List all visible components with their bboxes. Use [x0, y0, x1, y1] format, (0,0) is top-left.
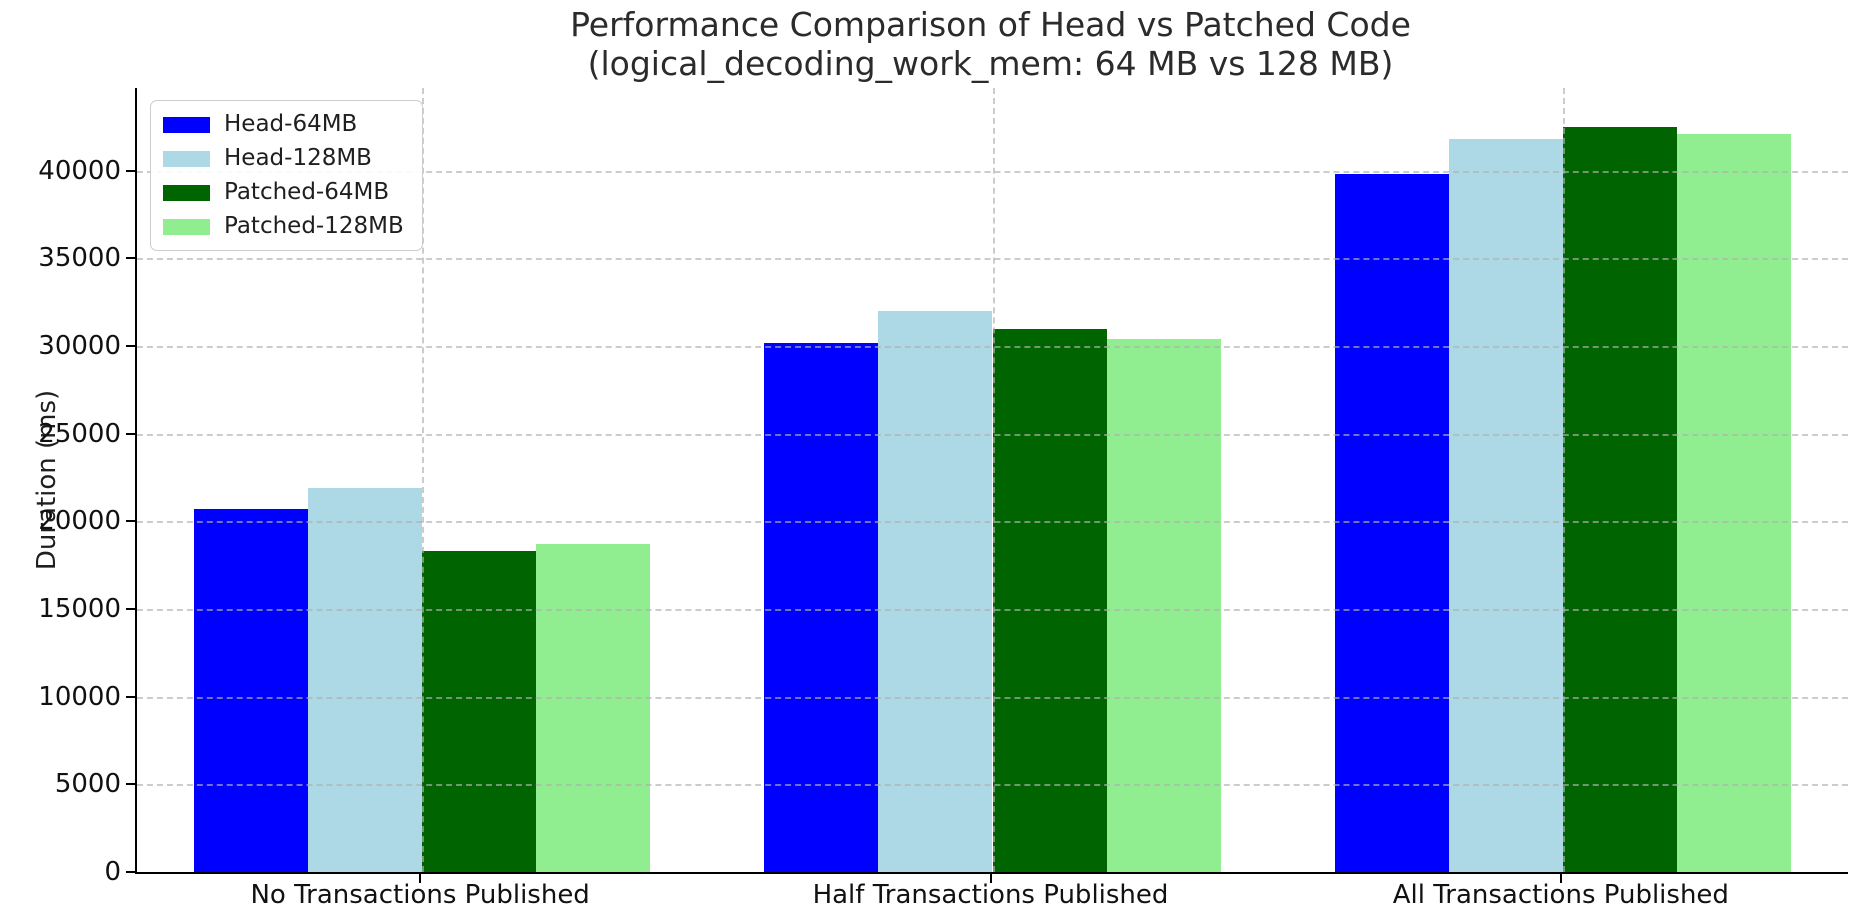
legend-label-head-128mb: Head-128MB — [224, 145, 372, 171]
y-tick-label-10000: 10000 — [38, 681, 121, 712]
y-tick-40000 — [126, 169, 135, 172]
y-tick-label-30000: 30000 — [38, 331, 121, 362]
bar-head-64mb-group2 — [764, 342, 879, 872]
x-tick-label-group1: No Transactions Published — [250, 880, 590, 910]
legend-item-head-128mb: Head-128MB — [163, 145, 404, 172]
legend-swatch-patched-64mb — [163, 184, 210, 201]
y-tick-label-5000: 5000 — [54, 769, 121, 800]
y-tick-30000 — [126, 345, 135, 348]
chart-title: Performance Comparison of Head vs Patche… — [135, 5, 1846, 83]
y-tick-5000 — [126, 783, 135, 786]
legend-swatch-head-64mb — [163, 116, 210, 133]
y-tick-0 — [126, 871, 135, 873]
y-axis-label: Duration (ms) — [32, 389, 62, 571]
bar-head-64mb-group1 — [194, 509, 309, 872]
legend: Head-64MB Head-128MB Patched-64MB Patched-1… — [150, 100, 423, 251]
bar-patched-64mb-group2 — [992, 328, 1107, 872]
y-tick-label-25000: 25000 — [38, 418, 121, 449]
y-tick-label-20000: 20000 — [38, 506, 121, 537]
bar-patched-128mb-group3 — [1676, 133, 1791, 872]
bar-patched-128mb-group2 — [1106, 339, 1221, 872]
bar-head-64mb-group3 — [1334, 174, 1449, 872]
legend-item-patched-128mb: Patched-128MB — [163, 213, 404, 240]
legend-label-head-64mb: Head-64MB — [224, 111, 358, 137]
y-tick-35000 — [126, 257, 135, 260]
y-tick-label-40000: 40000 — [38, 155, 121, 186]
bar-head-128mb-group2 — [878, 311, 993, 872]
y-tick-25000 — [126, 432, 135, 435]
y-tick-20000 — [126, 520, 135, 523]
bar-head-128mb-group3 — [1448, 139, 1563, 872]
legend-label-patched-128mb: Patched-128MB — [224, 213, 404, 239]
y-tick-label-35000: 35000 — [38, 243, 121, 274]
legend-swatch-head-128mb — [163, 150, 210, 167]
bar-patched-64mb-group3 — [1562, 126, 1677, 872]
legend-label-patched-64mb: Patched-64MB — [224, 179, 390, 205]
chart-title-line2: (logical_decoding_work_mem: 64 MB vs 128… — [587, 44, 1394, 83]
y-tick-label-15000: 15000 — [38, 594, 121, 625]
x-tick-group1 — [419, 874, 422, 883]
bar-head-128mb-group1 — [308, 488, 423, 872]
y-tick-15000 — [126, 608, 135, 611]
y-tick-label-0: 0 — [104, 857, 121, 887]
x-tick-label-group3: All Transactions Published — [1392, 880, 1729, 910]
chart-title-line1: Performance Comparison of Head vs Patche… — [570, 5, 1411, 44]
bar-patched-128mb-group1 — [536, 544, 651, 872]
x-tick-label-group2: Half Transactions Published — [812, 880, 1169, 910]
x-tick-group2 — [989, 874, 992, 883]
legend-swatch-patched-128mb — [163, 218, 210, 235]
y-tick-10000 — [126, 695, 135, 698]
legend-item-patched-64mb: Patched-64MB — [163, 179, 404, 206]
legend-item-head-64mb: Head-64MB — [163, 111, 404, 138]
bar-patched-64mb-group1 — [422, 551, 537, 872]
x-tick-group3 — [1559, 874, 1562, 883]
